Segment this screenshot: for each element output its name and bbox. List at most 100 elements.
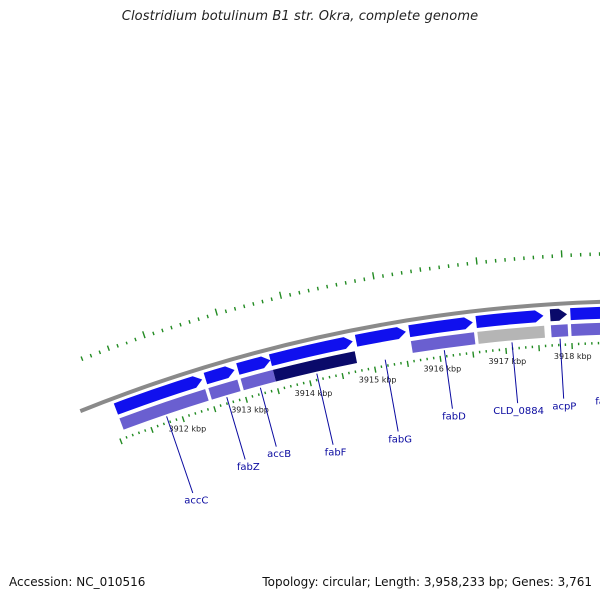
gene-label[interactable]: acpP xyxy=(552,402,576,413)
scale-tick xyxy=(206,408,209,411)
gene-label[interactable]: accC xyxy=(184,495,208,506)
scale-tick xyxy=(156,424,159,428)
gc-tick xyxy=(326,284,329,289)
gc-tick xyxy=(298,290,301,295)
scale-tick xyxy=(125,435,128,439)
scale-tick xyxy=(181,416,185,423)
gene-label[interactable]: fabD xyxy=(442,412,466,423)
gc-tick xyxy=(353,279,357,283)
gc-tick xyxy=(224,309,228,314)
label-leader-line xyxy=(559,338,565,399)
scale-tick xyxy=(328,375,331,379)
feature-track xyxy=(113,306,600,430)
genome-summary-text: Topology: circular; Length: 3,958,233 bp… xyxy=(262,575,592,589)
scale-tick xyxy=(296,383,299,387)
gc-tick xyxy=(179,322,182,327)
gc-tick xyxy=(214,308,218,316)
scale-tick xyxy=(225,402,228,406)
scale-tick xyxy=(374,366,377,373)
gene-label[interactable]: accB xyxy=(267,449,291,460)
gc-tick xyxy=(289,292,292,297)
gc-tick xyxy=(475,257,478,265)
cds-arrow xyxy=(268,337,353,367)
gc-tick xyxy=(243,304,246,309)
scale-tick xyxy=(283,386,286,390)
gc-tick xyxy=(363,277,366,282)
gc-content-ticks xyxy=(80,250,600,361)
gc-tick xyxy=(188,320,191,324)
gene-bar xyxy=(119,389,209,430)
gc-tick xyxy=(152,331,155,336)
label-leader-line xyxy=(511,342,519,404)
gc-tick xyxy=(391,272,394,277)
scale-track: 3912 kbp 3913 kbp 3914 kbp 3915 kbp 3916 kbp… xyxy=(119,341,600,445)
scale-tick xyxy=(175,418,178,422)
scale-tick xyxy=(187,414,191,417)
gc-tick xyxy=(98,350,102,355)
cds-arrow xyxy=(475,310,544,328)
gc-tick xyxy=(252,301,255,306)
gc-tick xyxy=(80,356,84,361)
gene-label[interactable]: CLD_0884 xyxy=(493,406,544,417)
gene-bar xyxy=(550,324,569,338)
gc-tick xyxy=(233,306,237,311)
scale-tick xyxy=(213,406,217,413)
scale-tick xyxy=(232,400,235,404)
scale-tick xyxy=(137,431,141,435)
cds-arrow xyxy=(203,366,235,385)
scale-tick-label: 3915 kbp xyxy=(359,375,397,384)
scale-tick xyxy=(505,347,508,355)
scale-tick xyxy=(150,426,154,433)
gc-tick xyxy=(116,343,119,348)
scale-tick xyxy=(119,438,123,445)
scale-tick xyxy=(335,374,337,378)
gene-bar xyxy=(477,325,545,344)
gc-tick xyxy=(89,353,93,358)
label-leader-line xyxy=(384,359,399,432)
scale-tick xyxy=(169,420,172,424)
cds-arrow xyxy=(549,308,568,322)
scale-tick xyxy=(200,410,203,413)
gene-bar xyxy=(240,369,276,391)
label-leader-line xyxy=(166,416,194,494)
gc-tick xyxy=(316,286,319,291)
scale-tick xyxy=(406,360,409,367)
genome-map[interactable]: 3912 kbp 3913 kbp 3914 kbp 3915 kbp 3916 kbp… xyxy=(0,0,600,570)
gene-bar xyxy=(570,322,600,337)
scale-tick xyxy=(341,373,345,380)
label-leader-line xyxy=(316,373,334,445)
gene-bar xyxy=(208,379,241,400)
gc-tick xyxy=(428,266,431,271)
gc-tick xyxy=(307,288,310,293)
scale-tick xyxy=(251,394,254,398)
scale-tick-label: 3916 kbp xyxy=(423,365,461,374)
gene-label-track: accC fabZ accB fabF fabG fabD CLD_0884 acpP fabH… xyxy=(166,338,600,506)
scale-tick xyxy=(322,377,325,380)
map-title: Clostridium botulinum B1 str. Okra, comp… xyxy=(121,9,479,24)
gc-tick xyxy=(410,269,412,274)
gc-tick xyxy=(125,341,128,345)
scale-tick xyxy=(315,378,318,382)
scale-tick xyxy=(302,381,305,385)
scale-tick xyxy=(162,422,165,426)
scale-tick-label: 3912 kbp xyxy=(169,425,207,434)
gc-tick xyxy=(170,325,173,330)
gc-tick xyxy=(381,274,384,278)
label-leader-line xyxy=(226,397,246,460)
scale-tick xyxy=(131,433,134,437)
scale-tick xyxy=(309,380,312,387)
gene-label[interactable]: fabG xyxy=(388,434,412,445)
gc-tick xyxy=(134,337,137,342)
scale-tick xyxy=(472,351,475,358)
label-leader-line xyxy=(259,387,277,447)
scale-tick xyxy=(219,404,222,407)
gene-label[interactable]: fabF xyxy=(325,448,347,459)
cds-arrow xyxy=(113,376,203,415)
cds-arrow xyxy=(354,327,406,347)
gene-bar xyxy=(410,332,476,353)
accession-text: Accession: NC_010516 xyxy=(9,575,146,589)
scale-tick xyxy=(348,371,350,375)
gene-label[interactable]: fabH xyxy=(595,397,600,408)
gene-label[interactable]: fabZ xyxy=(237,462,260,473)
gc-tick xyxy=(335,282,338,287)
